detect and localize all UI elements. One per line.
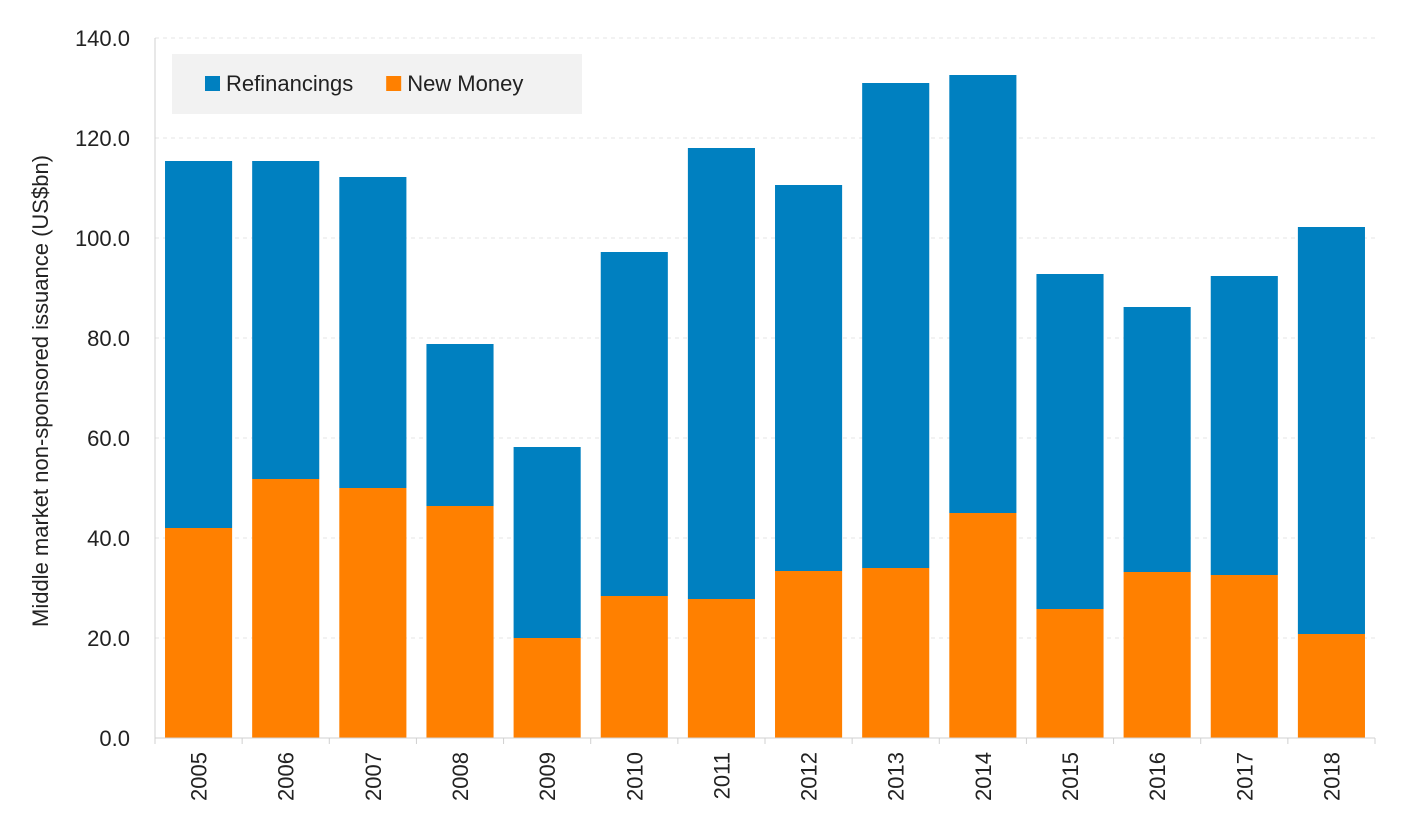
bar-refinancings-2005: [165, 161, 233, 528]
grid-lines: [155, 37, 1375, 639]
bar-new-money-2007: [339, 488, 407, 738]
x-tick-label: 2017: [1232, 752, 1257, 801]
x-tick-label: 2009: [535, 752, 560, 801]
x-tick-label: 2005: [187, 752, 212, 801]
legend-swatch-new-money: [386, 76, 402, 91]
y-tick-label: 120.0: [75, 126, 130, 151]
bar-refinancings-2007: [339, 177, 407, 488]
legend: Refinancings New Money: [172, 54, 582, 114]
bar-new-money-2008: [426, 506, 494, 738]
legend-swatch-refinancings: [205, 76, 220, 91]
bar-new-money-2005: [165, 528, 233, 738]
y-axis-label: Middle market non-sponsored issuance (US…: [28, 155, 53, 627]
bar-refinancings-2012: [775, 185, 843, 571]
axes: 0.0 20.0 40.0 60.0 80.0 100.0 120.0 140.0 2005 20…: [75, 26, 1376, 801]
bar-new-money-2010: [600, 596, 668, 738]
bar-new-money-2009: [513, 638, 581, 738]
bar-new-money-2016: [1123, 572, 1191, 738]
bar-refinancings-2017: [1210, 276, 1278, 575]
y-tick-label: 80.0: [87, 326, 130, 351]
bar-refinancings-2015: [1036, 274, 1104, 609]
x-tick-label: 2016: [1145, 752, 1170, 801]
x-tick-label: 2015: [1058, 752, 1083, 801]
legend-label-refinancings: Refinancings: [226, 71, 353, 96]
bars: [165, 75, 1365, 738]
bar-refinancings-2009: [513, 447, 581, 638]
legend-label-new-money: New Money: [407, 71, 523, 96]
bar-refinancings-2013: [862, 83, 930, 568]
x-tick-label: 2013: [884, 752, 909, 801]
bar-refinancings-2016: [1123, 307, 1191, 572]
bar-refinancings-2008: [426, 344, 494, 506]
bar-refinancings-2010: [600, 252, 668, 596]
bar-new-money-2014: [949, 513, 1017, 738]
bar-new-money-2012: [775, 571, 843, 738]
x-tick-label: 2006: [274, 752, 299, 801]
x-tick-label: 2018: [1319, 752, 1344, 801]
x-tick-label: 2014: [971, 752, 996, 801]
bar-new-money-2013: [862, 568, 930, 738]
y-tick-label: 100.0: [75, 226, 130, 251]
y-tick-label: 20.0: [87, 626, 130, 651]
bar-new-money-2017: [1210, 575, 1278, 738]
x-tick-label: 2011: [709, 752, 734, 799]
y-tick-label: 40.0: [87, 526, 130, 551]
bar-refinancings-2014: [949, 75, 1017, 513]
y-tick-label: 60.0: [87, 426, 130, 451]
bar-refinancings-2018: [1297, 227, 1365, 634]
bar-new-money-2015: [1036, 609, 1104, 738]
y-tick-label: 140.0: [75, 26, 130, 51]
legend-box: [172, 54, 582, 114]
bar-new-money-2018: [1297, 634, 1365, 738]
bar-refinancings-2011: [687, 148, 755, 599]
bar-new-money-2006: [252, 479, 320, 738]
bar-refinancings-2006: [252, 161, 320, 479]
x-tick-label: 2010: [622, 752, 647, 801]
bar-new-money-2011: [687, 599, 755, 738]
x-tick-label: 2007: [361, 752, 386, 801]
y-tick-label: 0.0: [99, 726, 130, 751]
x-tick-label: 2008: [448, 752, 473, 801]
x-tick-label: 2012: [797, 752, 822, 801]
